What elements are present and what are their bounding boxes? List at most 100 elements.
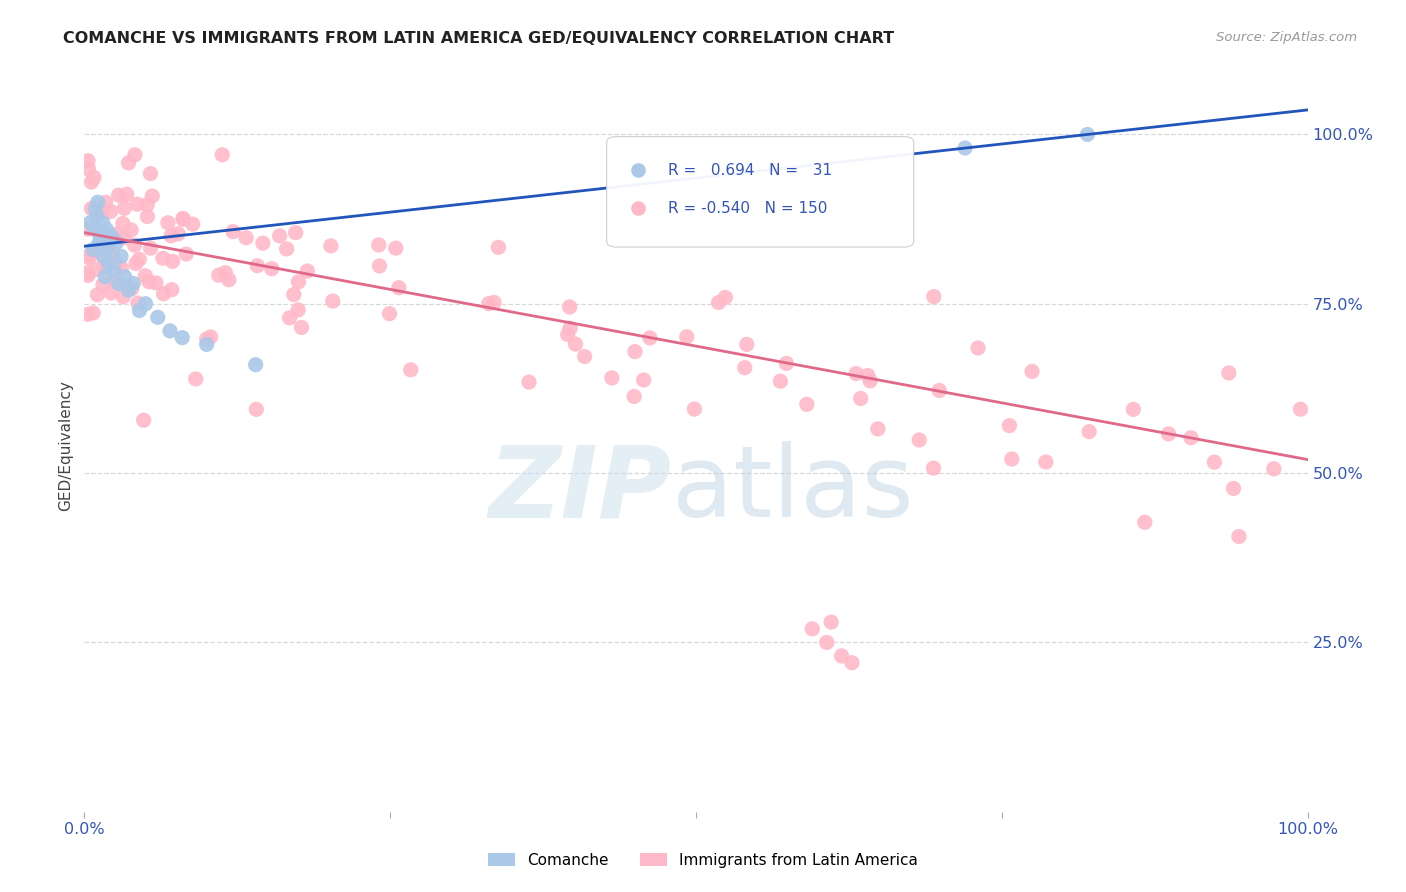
Point [146, 310, 169, 325]
Point [1001, 452, 1024, 467]
Point [478, 296, 501, 310]
Point [378, 307, 401, 321]
Point [136, 210, 159, 224]
Point [97, 256, 120, 270]
Point [136, 197, 159, 211]
Point [866, 422, 889, 436]
Point [89, 242, 111, 256]
Point [735, 337, 758, 351]
Point [172, 211, 194, 226]
Point [368, 259, 391, 273]
Point [831, 648, 853, 663]
Point [112, 290, 135, 304]
Point [110, 249, 132, 263]
Point [801, 622, 824, 636]
Point [558, 300, 581, 314]
Point [77, 268, 100, 283]
Point [83, 244, 105, 258]
Point [319, 239, 342, 253]
Point [627, 246, 650, 260]
Point [297, 264, 319, 278]
Y-axis label: GED/Equivalency: GED/Equivalency [58, 381, 73, 511]
Point [246, 259, 269, 273]
Point [114, 269, 136, 284]
Point [77, 153, 100, 168]
Point [86, 262, 108, 277]
Point [84, 202, 107, 216]
Point [110, 260, 132, 275]
Point [856, 368, 879, 383]
Point [159, 324, 181, 338]
Point [83, 221, 105, 235]
Point [124, 238, 146, 252]
Point [638, 331, 661, 345]
Point [112, 231, 135, 245]
Point [769, 374, 792, 388]
Point [235, 231, 257, 245]
Point [1133, 515, 1156, 529]
Point [276, 242, 298, 256]
Point [922, 461, 945, 475]
Point [104, 255, 127, 269]
Point [86, 287, 108, 301]
Point [200, 330, 222, 344]
Point [93, 249, 115, 263]
Legend: Comanche, Immigrants from Latin America: Comanche, Immigrants from Latin America [481, 845, 925, 875]
Text: COMANCHE VS IMMIGRANTS FROM LATIN AMERICA GED/EQUIVALENCY CORRELATION CHART: COMANCHE VS IMMIGRANTS FROM LATIN AMERIC… [63, 31, 894, 46]
Point [967, 341, 990, 355]
Text: atlas: atlas [672, 442, 912, 539]
Point [245, 358, 267, 372]
Point [80, 175, 103, 189]
Point [245, 402, 267, 417]
Point [269, 228, 291, 243]
Point [675, 330, 697, 344]
Point [1289, 402, 1312, 417]
Point [125, 197, 148, 211]
Point [96, 222, 118, 236]
Point [87, 235, 110, 250]
Point [111, 216, 134, 230]
Point [1157, 426, 1180, 441]
Point [104, 227, 127, 242]
Point [105, 235, 128, 250]
Point [195, 332, 218, 346]
Point [100, 229, 122, 244]
Point [290, 320, 312, 334]
Point [820, 615, 842, 629]
Point [1122, 402, 1144, 417]
Point [138, 275, 160, 289]
Point [633, 373, 655, 387]
Point [135, 297, 157, 311]
Point [574, 350, 596, 364]
Point [145, 276, 167, 290]
Point [849, 392, 872, 406]
Point [139, 167, 162, 181]
Point [222, 225, 245, 239]
Point [815, 635, 838, 649]
Point [128, 252, 150, 267]
Point [160, 283, 183, 297]
Point [734, 360, 756, 375]
Point [486, 240, 509, 254]
Point [89, 229, 111, 244]
Point [77, 307, 100, 321]
Point [707, 295, 730, 310]
Point [252, 236, 274, 251]
Point [953, 141, 976, 155]
Point [103, 263, 125, 277]
Point [107, 277, 129, 291]
Point [859, 374, 882, 388]
Point [82, 243, 104, 257]
Text: ZIP: ZIP [488, 442, 672, 539]
Point [117, 283, 139, 297]
Point [91, 277, 114, 292]
Point [714, 290, 737, 304]
Point [90, 206, 112, 220]
Point [94, 260, 117, 275]
Point [80, 202, 103, 216]
Point [214, 266, 236, 280]
Point [94, 195, 117, 210]
Point [98, 235, 121, 250]
Point [600, 371, 623, 385]
Point [93, 251, 115, 265]
